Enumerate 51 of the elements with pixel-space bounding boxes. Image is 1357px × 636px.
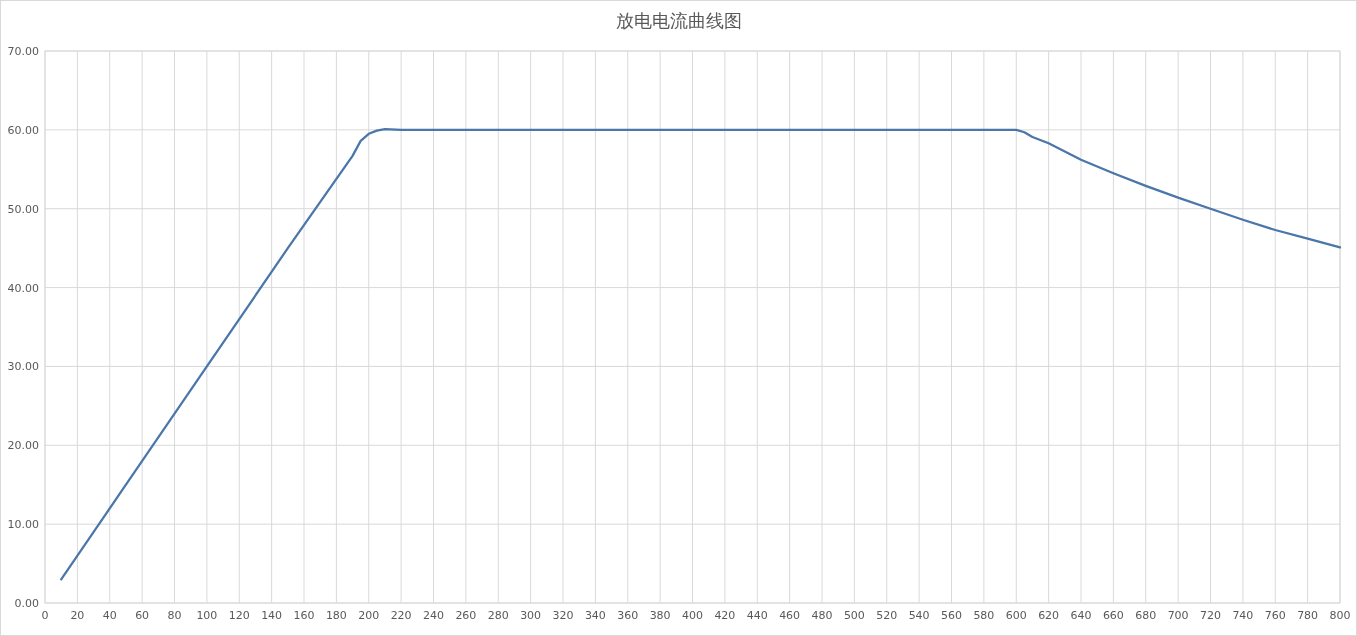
- x-tick-label: 340: [584, 609, 606, 622]
- y-tick-label: 10.00: [7, 518, 39, 532]
- y-tick-label: 30.00: [7, 360, 39, 374]
- x-tick-label: 360: [617, 609, 639, 622]
- x-tick-label: 200: [358, 609, 380, 622]
- x-tick-label: 0: [41, 609, 49, 622]
- chart-title: 放电电流曲线图: [615, 10, 742, 31]
- x-tick-label: 160: [293, 609, 315, 622]
- x-tick-label: 680: [1135, 609, 1157, 622]
- x-tick-label: 120: [228, 609, 250, 622]
- y-tick-label: 0.00: [14, 597, 39, 610]
- x-tick-label: 20: [70, 609, 85, 622]
- x-tick-label: 780: [1297, 609, 1319, 622]
- y-tick-label: 60.00: [7, 123, 39, 137]
- x-tick-label: 440: [746, 609, 768, 622]
- x-tick-label: 520: [876, 609, 898, 622]
- x-tick-label: 280: [487, 609, 509, 622]
- y-tick-label: 40.00: [7, 281, 39, 295]
- x-tick-label: 60: [135, 609, 150, 622]
- x-tick-label: 460: [779, 609, 801, 622]
- x-tick-label: 660: [1102, 609, 1124, 622]
- x-tick-label: 420: [714, 609, 736, 622]
- x-tick-label: 140: [261, 609, 283, 622]
- x-tick-label: 600: [1005, 609, 1027, 622]
- x-tick-label: 400: [682, 609, 703, 622]
- x-tick-label: 260: [455, 609, 477, 622]
- x-tick-label: 740: [1232, 609, 1254, 622]
- y-tick-label: 70.00: [7, 45, 39, 58]
- x-tick-label: 760: [1264, 609, 1286, 622]
- x-tick-label: 300: [520, 609, 542, 622]
- x-tick-label: 700: [1167, 609, 1189, 622]
- x-tick-label: 620: [1038, 609, 1060, 622]
- x-tick-label: 500: [843, 609, 865, 622]
- x-tick-label: 540: [908, 609, 930, 622]
- y-tick-label: 20.00: [7, 439, 39, 453]
- line-series: [60, 127, 1342, 581]
- x-tick-label: 480: [811, 609, 833, 622]
- y-tick-label: 50.00: [7, 202, 39, 216]
- x-tick-label: 720: [1200, 609, 1221, 622]
- x-tick-label: 380: [649, 609, 671, 622]
- x-tick-label: 40: [102, 609, 117, 622]
- x-tick-label: 560: [941, 609, 962, 622]
- x-tick-label: 180: [325, 609, 347, 622]
- x-tick-label: 800: [1329, 609, 1351, 622]
- x-tick-label: 640: [1070, 609, 1092, 622]
- x-tick-label: 240: [423, 609, 444, 622]
- x-tick-label: 580: [973, 609, 995, 622]
- x-tick-label: 320: [552, 609, 574, 622]
- x-tick-label: 220: [390, 609, 412, 622]
- x-tick-label: 80: [167, 609, 182, 622]
- x-tick-label: 100: [196, 609, 218, 622]
